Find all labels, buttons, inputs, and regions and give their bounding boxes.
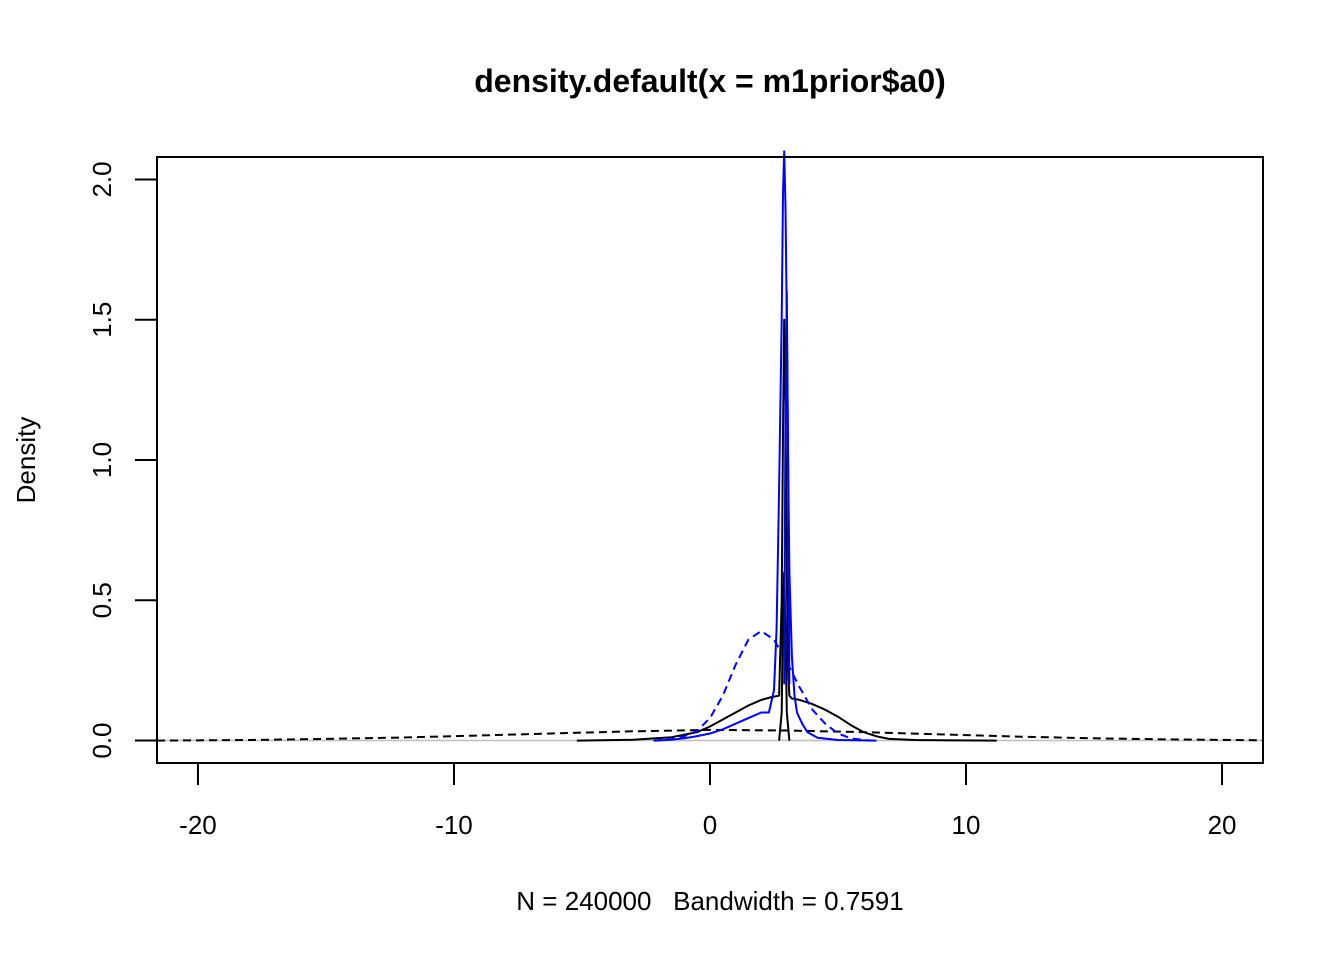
series-layer <box>156 150 1264 742</box>
chart-title: density.default(x = m1prior$a0) <box>474 63 946 99</box>
x-tick-label: 0 <box>703 810 717 840</box>
x-tick-label: -10 <box>435 810 473 840</box>
y-tick-label: 2.0 <box>87 161 117 197</box>
density-series-line-6 <box>783 290 791 685</box>
x-tick-label: 20 <box>1208 810 1237 840</box>
y-tick-label: 0.5 <box>87 582 117 618</box>
y-tick-label: 0.0 <box>87 722 117 758</box>
x-tick-label: 10 <box>952 810 981 840</box>
x-axis-label: N = 240000 Bandwidth = 0.7591 <box>516 886 903 916</box>
y-axis-label: Density <box>11 417 41 504</box>
y-tick-label: 1.0 <box>87 442 117 478</box>
density-series-line-4 <box>653 630 872 742</box>
density-series-line-2 <box>156 728 1264 742</box>
y-tick-label: 1.5 <box>87 302 117 338</box>
plot-frame <box>156 156 1264 764</box>
density-series-line-3 <box>653 150 877 742</box>
x-tick-label: -20 <box>179 810 217 840</box>
